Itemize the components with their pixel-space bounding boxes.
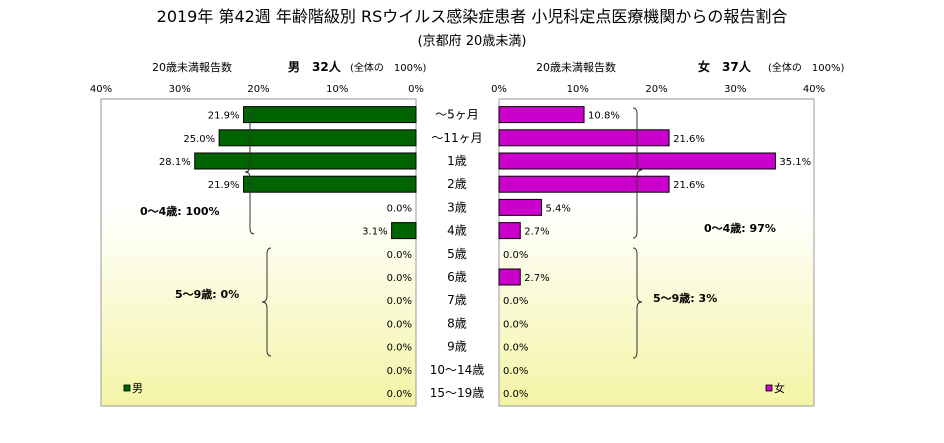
female-data-label: 5.4% [546,203,571,214]
right-tick-label: 40% [803,84,825,95]
left-tick-label: 30% [169,84,191,95]
age-label: 4歳 [447,224,467,238]
age-label: ～11ヶ月 [431,131,482,145]
age-label: 7歳 [447,293,467,307]
left-plot-area [100,98,417,407]
age-label: 2歳 [447,177,467,191]
left-tick-label: 10% [326,84,348,95]
age-label: 1歳 [447,154,467,168]
female-data-label: 0.0% [503,389,528,400]
age-label: 5歳 [447,247,467,261]
right-tick-label: 0% [491,84,507,95]
female-bar [498,222,521,240]
legend-female-swatch [765,384,773,392]
female-data-label: 35.1% [779,157,811,168]
age-label: 8歳 [447,316,467,330]
female-data-label: 21.6% [673,180,705,191]
male-bar [391,222,417,240]
female-data-label: 2.7% [524,227,549,238]
male-data-label: 0.0% [387,343,412,354]
left-annotation-0-4: 0～4歳: 100% [140,204,220,218]
chart-title: 2019年 第42週 年齢階級別 RSウイルス感染症患者 小児科定点医療機関から… [157,7,788,26]
female-bar [498,198,543,216]
age-label: 10～14歳 [430,363,485,377]
male-bar [243,175,417,193]
male-data-label: 3.1% [362,227,387,238]
left-annotation-5-9: 5～9歳: 0% [175,287,239,301]
male-data-label: 0.0% [387,296,412,307]
age-category-labels: ～5ヶ月 ～11ヶ月 1歳 2歳 3歳 4歳 5歳 6歳 7歳 8歳 9歳 10～14歳 15～19歳 [430,108,485,400]
left-note-label: (全体の 100%) [350,61,426,74]
female-data-label: 0.0% [503,343,528,354]
male-data-label: 0.0% [387,250,412,261]
left-axis-ticks: 40% 30% 20% 10% 0% [90,84,424,95]
male-data-label: 21.9% [208,180,240,191]
female-data-label: 0.0% [503,366,528,377]
legend-female-label: 女 [774,381,785,395]
male-bar [243,106,417,124]
male-data-label: 0.0% [387,203,412,214]
female-data-label: 0.0% [503,296,528,307]
male-bar [218,129,417,147]
female-bar [498,175,670,193]
female-bar [498,268,521,286]
left-brace-5-9 [261,247,272,357]
age-label: ～5ヶ月 [435,108,479,122]
female-data-label: 2.7% [524,273,549,284]
right-tick-label: 20% [645,84,667,95]
left-brace-0-4 [244,111,255,235]
right-total-label: 女 37人 [698,59,752,74]
right-annotation-5-9: 5～9歳: 3% [653,291,717,305]
right-note-label: (全体の 100%) [768,61,844,74]
right-axis-ticks: 0% 10% 20% 30% 40% [491,84,825,95]
left-tick-label: 20% [247,84,269,95]
female-bar [498,129,670,147]
male-data-label: 21.9% [208,111,240,122]
female-data-label: 0.0% [503,250,528,261]
right-brace-0-4 [632,107,643,239]
right-tick-label: 10% [567,84,589,95]
age-label: 15～19歳 [430,386,485,400]
female-bar [498,106,585,124]
right-brace-5-9 [632,247,643,359]
right-annotation-0-4: 0～4歳: 97% [704,221,776,235]
legend-male-swatch [123,384,131,392]
female-data-label: 0.0% [503,319,528,330]
male-bar [194,152,417,170]
female-data-label: 10.8% [588,111,620,122]
chart-subtitle: (京都府 20歳未満) [418,34,527,49]
male-data-label: 28.1% [159,157,191,168]
male-data-label: 0.0% [387,273,412,284]
age-label: 9歳 [447,340,467,354]
age-label: 3歳 [447,200,467,214]
left-count-label: 20歳未満報告数 [152,61,232,74]
age-label: 6歳 [447,270,467,284]
right-plot-area [498,98,815,407]
male-data-label: 0.0% [387,389,412,400]
legend-male-label: 男 [132,382,143,395]
male-data-label: 0.0% [387,366,412,377]
male-data-label: 25.0% [183,134,215,145]
left-tick-label: 40% [90,84,112,95]
left-tick-label: 0% [408,84,424,95]
right-count-label: 20歳未満報告数 [536,61,616,74]
left-total-label: 男 32人 [288,59,342,74]
right-tick-label: 30% [724,84,746,95]
male-data-label: 0.0% [387,319,412,330]
female-data-label: 21.6% [673,134,705,145]
